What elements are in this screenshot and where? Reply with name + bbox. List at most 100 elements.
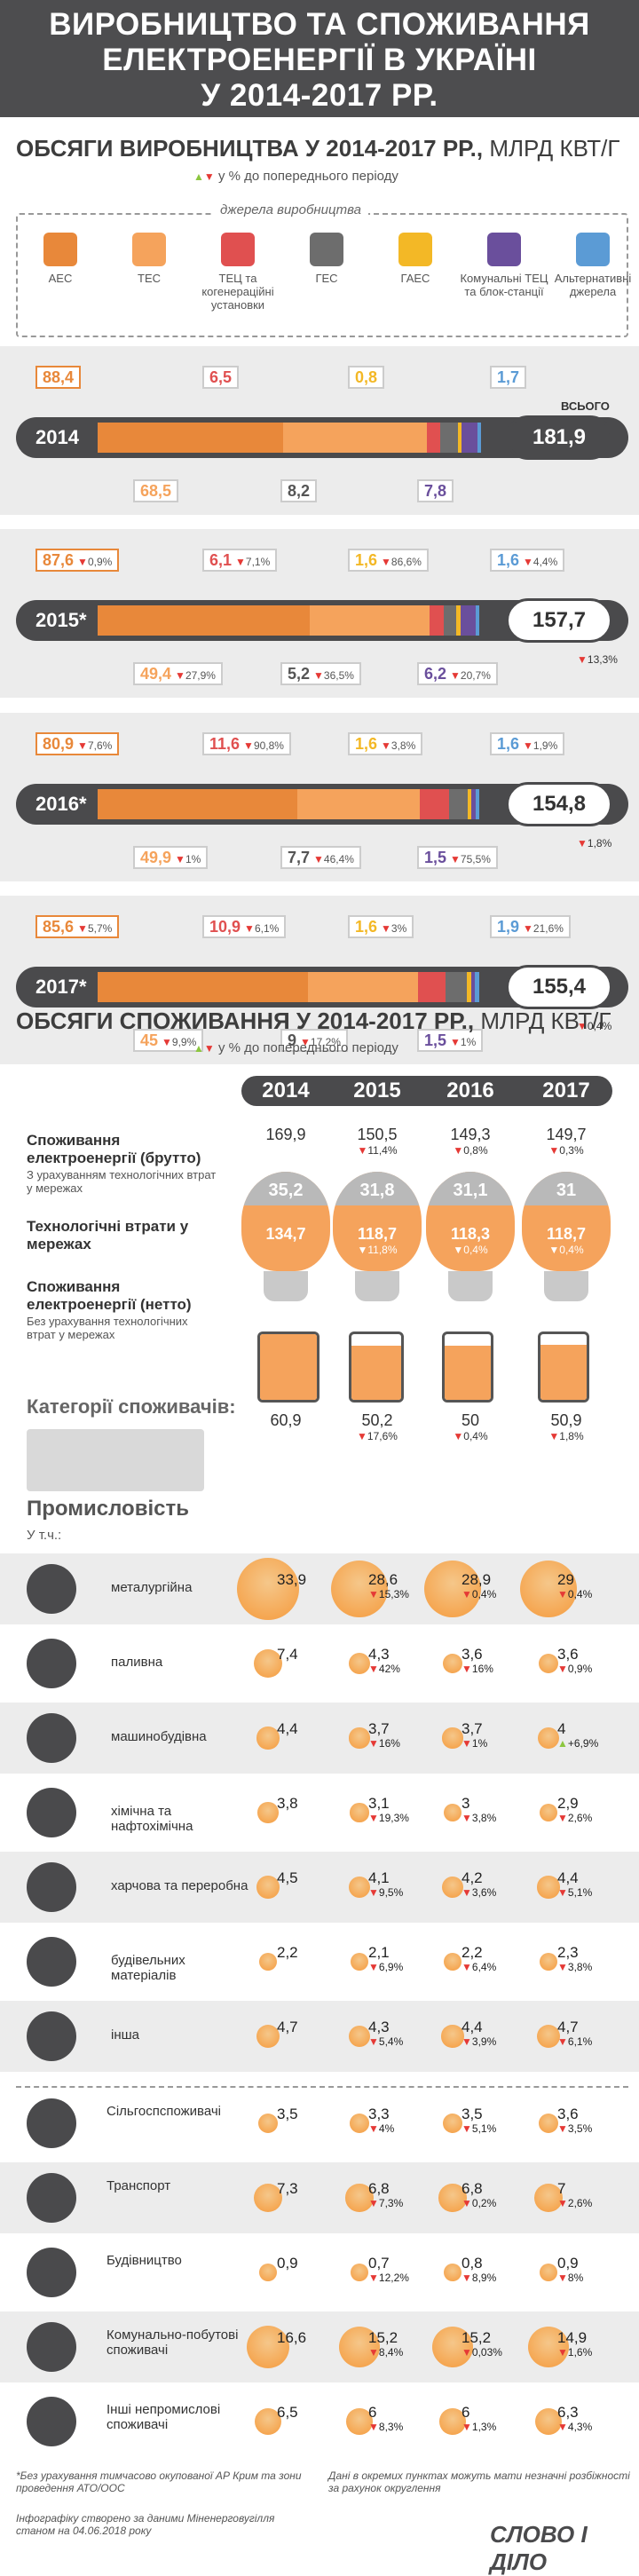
source-label: Альтернативні джерела: [554, 272, 632, 298]
production-legend: ▲▼ у % до попереднього періоду: [193, 169, 398, 184]
row-change: 42%: [378, 1663, 400, 1675]
value-circle: [349, 1727, 370, 1749]
category-icon: [27, 2322, 76, 2372]
row-value: 7 ▼2,6%: [557, 2180, 593, 2209]
industry-value: 50,9 ▼1,8%: [548, 1411, 584, 1442]
gaes-value: 0,8: [355, 368, 378, 386]
ges-callout: 5,2 ▼36,5%: [280, 662, 361, 685]
kom-segment: [470, 972, 475, 1002]
row-value: 7,4: [277, 1646, 298, 1663]
value-circle: [536, 2024, 560, 2048]
net-sublabel: Без урахування технологічних втрат у мер…: [27, 1315, 188, 1341]
row-value: 2,3 ▼3,8%: [557, 1944, 593, 1973]
alt-callout: 1,7: [490, 366, 527, 389]
aes-change-value: 5,7%: [87, 922, 113, 935]
ges-change: ▼46,4%: [313, 853, 354, 865]
source-gaes: ГАЕС: [371, 233, 460, 285]
row-number: 4: [557, 1720, 566, 1737]
value-circle: [442, 1653, 463, 1674]
category-label: інша: [111, 2027, 139, 2043]
row-number: 3,5: [462, 2106, 483, 2122]
category-icon: [27, 1788, 76, 1837]
row-change: 0,9%: [567, 1663, 593, 1675]
row-number: 2,2: [462, 1944, 483, 1961]
row-number: 4,3: [368, 1646, 390, 1663]
year-label: 2014: [36, 426, 79, 448]
source-label: ГЕС: [315, 272, 338, 285]
aes-change: ▼5,7%: [77, 922, 113, 935]
bulb-base: [544, 1271, 588, 1301]
row-number: 4,4: [277, 1720, 298, 1737]
kom-callout: 1,5 ▼1%: [417, 1029, 484, 1052]
kom-value: 6,2: [424, 665, 447, 683]
kom-icon: [487, 233, 521, 266]
aes-value: 87,6: [43, 551, 75, 569]
alt-segment: [475, 789, 479, 819]
bulb-base: [355, 1271, 399, 1301]
row-value: 3,5 ▼5,1%: [462, 2106, 497, 2135]
row-number: 7: [557, 2180, 566, 2197]
industry-number: 50: [461, 1411, 480, 1429]
category-icon: [27, 1639, 76, 1688]
tets-value: 6,5: [209, 368, 233, 386]
tec-change: ▼9,9%: [162, 1036, 197, 1048]
category-icon: [27, 2248, 76, 2297]
total-value: 181,9: [506, 415, 612, 460]
row-number: 7,4: [277, 1646, 298, 1663]
battery-fill: [540, 1345, 587, 1400]
industry-label: Промисловість: [27, 1497, 189, 1521]
value-circle: [441, 1876, 464, 1899]
consumer-row: Інші непромислові споживачі 6,5 6 ▼8,3% 6 ▼1,…: [0, 2386, 639, 2457]
row-number: 2,3: [557, 1944, 579, 1961]
gross-number: 149,3: [450, 1126, 491, 1143]
category-label: паливна: [111, 1655, 163, 1670]
ges-segment: [445, 972, 468, 1002]
kom-segment: [471, 789, 476, 819]
row-value: 4,7 ▼6,1%: [557, 2019, 593, 2048]
total-change-value: 0,4%: [587, 1020, 612, 1032]
row-change: 4,3%: [567, 2421, 593, 2433]
tec-change: ▼1%: [175, 853, 201, 865]
gross-number: 150,5: [357, 1126, 398, 1143]
gaes-segment: [456, 605, 461, 636]
value-circle: [534, 2407, 563, 2436]
ges-value: 5,2: [288, 665, 311, 683]
battery-icon: [257, 1331, 320, 1403]
production-bar: 2017* 155,4: [16, 965, 628, 1009]
category-label: Комунально-побутові споживачі: [106, 2327, 239, 2358]
ges-value: 7,7: [288, 849, 311, 866]
alt-value: 1,9: [497, 918, 520, 936]
row-change: 0,2%: [471, 2197, 497, 2209]
value-circle: [538, 1727, 559, 1749]
industry-value: 50 ▼0,4%: [453, 1411, 488, 1442]
production-bar: 2016* 154,8: [16, 782, 628, 826]
gross-value: 150,5 ▼11,4%: [357, 1126, 398, 1157]
row-value: 4,5: [277, 1869, 298, 1887]
row-change: 2,6%: [567, 2197, 593, 2209]
row-number: 0,9: [277, 2255, 298, 2272]
tec-segment: [309, 605, 430, 636]
value-circle: [439, 2408, 466, 2435]
row-value: 6 ▼1,3%: [462, 2404, 497, 2433]
bulb-icon: [426, 1172, 515, 1271]
value-circle: [438, 2184, 467, 2212]
gaes-change: ▼3%: [381, 922, 407, 935]
tets-callout: 10,9 ▼6,1%: [202, 915, 287, 938]
alt-callout: 1,6 ▼1,9%: [490, 732, 565, 755]
alt-segment: [475, 972, 480, 1002]
aes-segment: [98, 605, 310, 636]
category-icon: [27, 1564, 76, 1614]
tec-callout: 68,5: [133, 479, 179, 502]
industry-number: 50,2: [361, 1411, 393, 1429]
ges-icon: [310, 233, 343, 266]
row-number: 4,7: [277, 2019, 298, 2035]
total-change-value: 13,3%: [587, 653, 618, 666]
value-circle: [253, 2183, 283, 2213]
year-header: 2016: [446, 1079, 494, 1102]
row-change: 6,1%: [567, 2035, 593, 2048]
gross-number: 149,7: [546, 1126, 587, 1143]
footnote-1: *Без урахування тимчасово окупованої АР …: [16, 2469, 302, 2494]
category-label: Будівництво: [106, 2253, 182, 2268]
value-circle: [540, 1953, 557, 1971]
gaes-segment: [457, 423, 462, 453]
